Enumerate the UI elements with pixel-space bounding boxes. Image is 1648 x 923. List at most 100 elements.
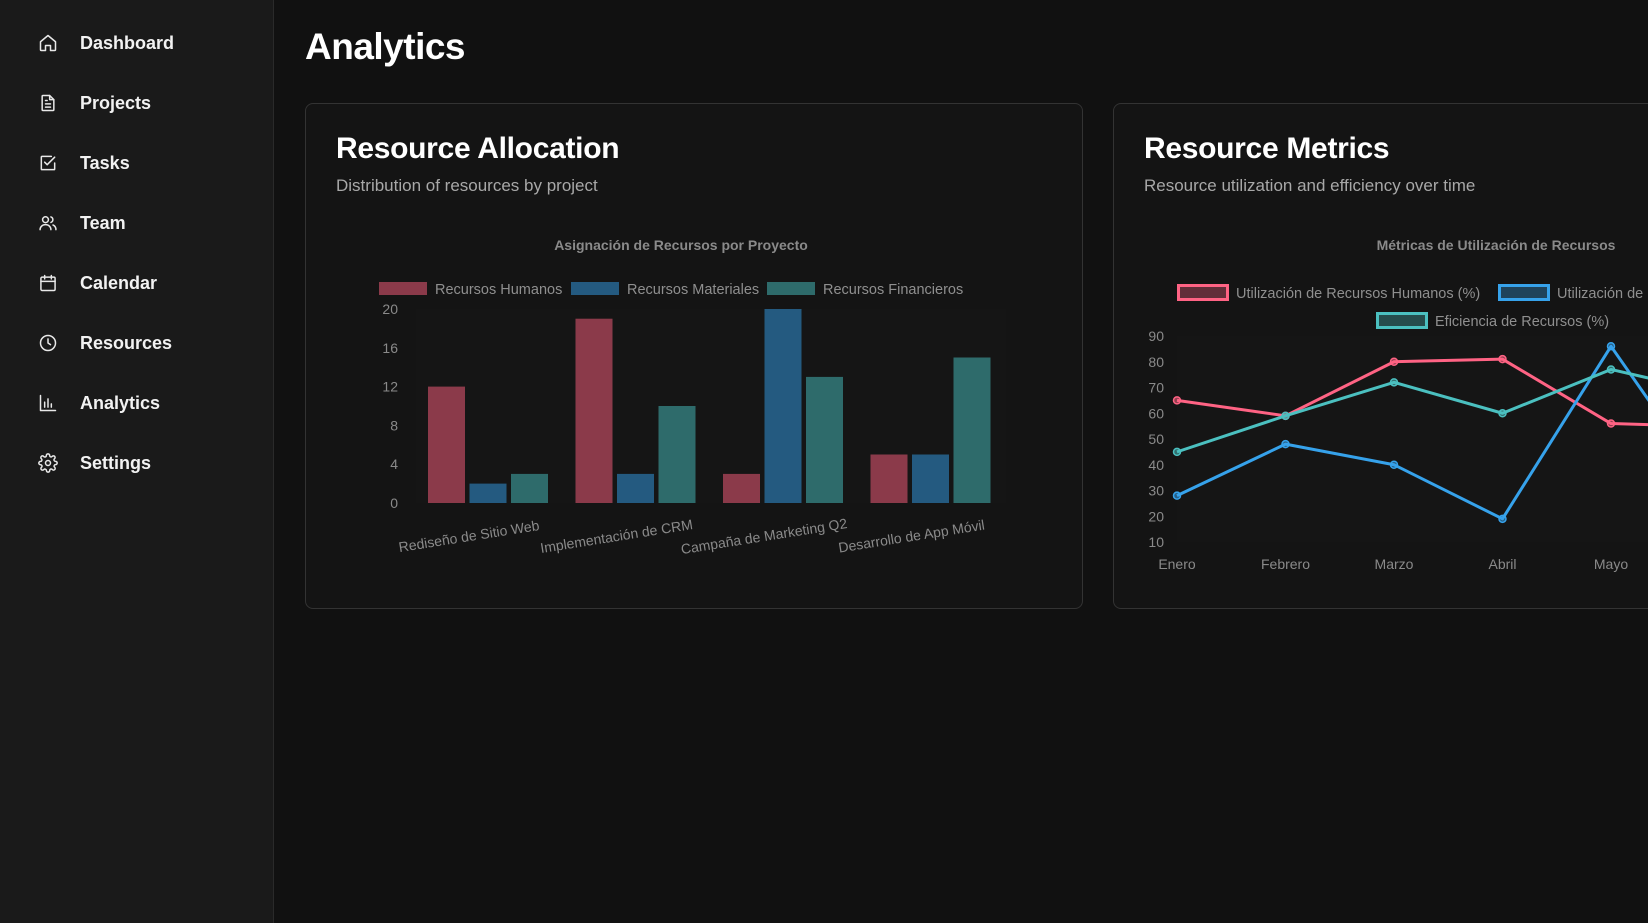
plot-area [416,309,1006,503]
y-tick-label: 12 [382,379,398,395]
bar [723,473,760,503]
page-title: Analytics [305,26,466,67]
x-tick-label: Mayo [1594,556,1628,572]
series-line [1176,344,1648,521]
bar [806,376,843,503]
sidebar-item-label: Analytics [80,392,161,413]
y-tick-label: 16 [382,340,398,356]
y-tick-label: 10 [1148,534,1164,550]
bar [575,318,613,503]
sidebar-item-calendar[interactable]: Calendar [38,265,157,301]
resource-metrics-line-chart: Métricas de Utilización de Recursos Utili… [1148,237,1648,572]
legend-label: Recursos Materiales [627,282,759,298]
chart-title: Asignación de Recursos por Proyecto [554,237,808,253]
legend-label: Eficiencia de Recursos (%) [1435,314,1609,330]
data-point [1606,342,1616,351]
data-point [1172,491,1182,500]
y-tick-label: 20 [1148,508,1164,524]
card-subtitle: Resource utilization and efficiency over… [1144,176,1476,195]
bar [764,309,802,503]
bar [617,473,654,503]
legend-label: Utilización de Recursos Humanos (%) [1236,286,1480,302]
data-point [1606,419,1616,428]
bar [912,454,949,503]
resource-allocation-bar-chart: Asignación de Recursos por Proyecto Recur… [379,237,1006,557]
bar [511,473,548,503]
data-point [1498,354,1507,364]
card-subtitle: Distribution of resources by project [336,176,598,195]
data-point [1389,357,1399,366]
bar [428,386,465,503]
legend-swatch [571,282,619,295]
data-point [1281,411,1290,421]
resource-allocation-card: Resource Allocation Distribution of reso… [305,103,1083,609]
series-line [1176,367,1648,454]
bar-chart-icon [39,394,57,412]
legend-label: Recursos Financieros [823,282,963,298]
data-point [1172,447,1182,457]
legend-swatch [1376,312,1428,329]
series-line [1176,357,1648,427]
legend-swatch [1177,284,1229,301]
bar [953,357,991,503]
sidebar-item-label: Dashboard [80,32,175,53]
calendar-icon [40,274,56,292]
bar [658,406,696,503]
bar [870,454,908,503]
plot-area [1177,336,1648,542]
card-title: Resource Allocation [336,132,620,165]
x-tick-label: Campaña de Marketing Q2 [680,515,849,557]
y-tick-label: 40 [1148,457,1164,473]
checkbox-icon [40,155,56,171]
data-point [1172,396,1182,405]
legend-swatch [1498,284,1550,301]
document-icon [41,94,55,112]
y-tick-label: 50 [1148,431,1164,447]
legend-swatch [767,282,815,295]
x-tick-label: Implementación de CRM [539,516,694,556]
y-tick-label: 70 [1148,380,1164,396]
sidebar-item-dashboard[interactable]: Dashboard [38,25,174,61]
sidebar-item-label: Settings [80,452,152,473]
chart-title: Métricas de Utilización de Recursos [1377,237,1616,253]
data-point [1498,409,1507,418]
sidebar-item-label: Projects [80,92,152,113]
sidebar-item-label: Calendar [80,272,158,293]
x-tick-label: Marzo [1375,556,1414,572]
y-tick-label: 8 [390,417,398,433]
x-tick-label: Enero [1158,556,1196,572]
resource-metrics-card: Resource Metrics Resource utilization an… [1113,103,1648,609]
y-tick-label: 60 [1148,405,1164,421]
clock-icon [39,334,57,352]
sidebar-item-label: Team [80,212,126,233]
data-point [1389,378,1399,387]
y-tick-label: 80 [1148,354,1164,370]
data-point [1498,514,1507,524]
y-tick-label: 20 [382,301,398,317]
data-point [1606,365,1616,374]
sidebar-item-settings[interactable]: Settings [38,445,151,481]
sidebar-item-projects[interactable]: Projects [38,85,151,121]
y-tick-label: 4 [390,456,398,472]
sidebar-item-analytics[interactable]: Analytics [38,385,160,421]
sidebar-item-tasks[interactable]: Tasks [38,145,130,181]
x-tick-label: Febrero [1261,556,1310,572]
sidebar-item-team[interactable]: Team [38,205,126,241]
x-tick-label: Abril [1488,556,1516,572]
y-tick-label: 30 [1148,483,1164,499]
bar [469,483,507,503]
sidebar-item-label: Tasks [80,152,130,173]
users-icon [39,216,57,231]
home-icon [39,34,57,52]
sidebar-item-resources[interactable]: Resources [38,325,172,361]
data-point [1389,460,1399,469]
main-content: Analytics Resource Allocation Distributi… [274,0,1648,923]
gear-icon [38,453,58,473]
card-title: Resource Metrics [1144,132,1390,165]
legend-swatch [379,282,427,295]
sidebar: Dashboard Projects Tasks Team Calendar R… [0,0,274,923]
x-tick-label: Rediseño de Sitio Web [398,517,541,555]
y-tick-label: 90 [1148,328,1164,344]
legend-label: Utilización de [1557,286,1643,302]
x-tick-label: Desarrollo de App Móvil [837,517,986,556]
